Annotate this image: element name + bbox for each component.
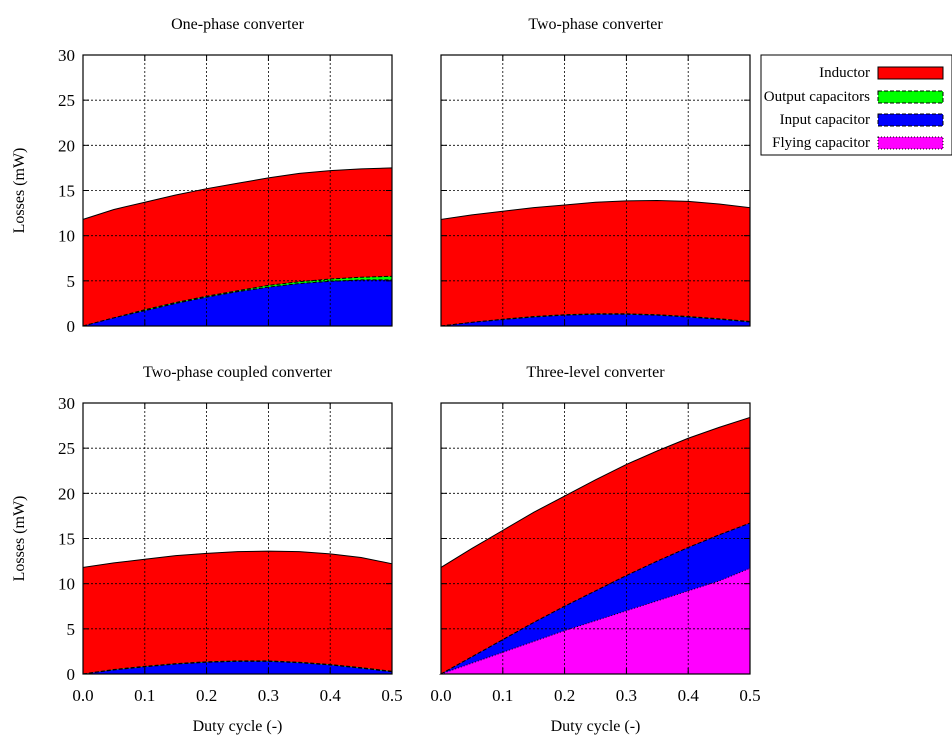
x-tick-label: 0.4 <box>320 686 342 705</box>
x-tick-label: 0.3 <box>258 686 279 705</box>
x-tick-label: 0.5 <box>381 686 402 705</box>
y-tick-label: 0 <box>67 665 76 684</box>
panel-1: 0 5 10 15 20 25 30 One-phase converter Losses (m… <box>11 16 393 336</box>
x-tick-label: 0.1 <box>492 686 513 705</box>
x-tick-label: 0.0 <box>430 686 451 705</box>
y-tick-label: 0 <box>67 317 76 336</box>
panel-title: Two-phase coupled converter <box>143 364 333 381</box>
y-tick-label: 10 <box>58 575 75 594</box>
y-tick-label: 15 <box>58 182 75 201</box>
area-input-capacitor <box>82 660 393 675</box>
y-tick-label: 20 <box>58 484 75 503</box>
area-inductor <box>440 199 751 327</box>
legend-label-output-capacitors: Output capacitors <box>764 89 870 105</box>
area-inductor <box>82 550 393 675</box>
legend-swatch-input-capacitor <box>877 113 944 127</box>
x-tick-label: 0.1 <box>134 686 155 705</box>
legend-label-flying-capacitor: Flying capacitor <box>772 135 870 151</box>
panel-title: Three-level converter <box>526 364 665 381</box>
y-tick-label: 15 <box>58 530 75 549</box>
y-tick-label: 5 <box>67 272 76 291</box>
legend-swatch-flying-capacitor <box>877 136 944 150</box>
y-tick-label: 10 <box>58 227 75 246</box>
legend-label-input-capacitor: Input capacitor <box>780 112 870 128</box>
x-tick-label: 0.5 <box>739 686 760 705</box>
legend-label-inductor: Inductor <box>819 65 870 81</box>
y-axis-label: Losses (mW) <box>11 496 28 582</box>
panel-title: One-phase converter <box>171 16 304 33</box>
x-axis-label: Duty cycle (-) <box>551 718 641 735</box>
y-tick-label: 30 <box>58 394 75 413</box>
y-tick-label: 25 <box>58 439 75 458</box>
panel-title: Two-phase converter <box>528 16 663 33</box>
x-tick-label: 0.0 <box>72 686 93 705</box>
legend-swatch-inductor <box>877 66 944 80</box>
x-axis-label: Duty cycle (-) <box>193 718 283 735</box>
y-tick-label: 25 <box>58 91 75 110</box>
panel-4: 0.0 0.1 0.2 0.3 0.4 0.5 Three-level converter D… <box>430 364 760 735</box>
panel-3: 0 5 10 15 20 25 30 0.0 0.1 0.2 0.3 0.4 0.5 Two-phase … <box>11 364 403 735</box>
x-tick-label: 0.4 <box>678 686 700 705</box>
y-tick-label: 20 <box>58 136 75 155</box>
y-tick-label: 30 <box>58 46 75 65</box>
x-tick-label: 0.3 <box>616 686 637 705</box>
legend-swatch-output-capacitors <box>877 90 944 104</box>
area-flying-capacitor <box>440 567 751 675</box>
x-tick-label: 0.2 <box>554 686 575 705</box>
legend: Inductor Output capacitors Input capacit… <box>760 54 952 156</box>
y-tick-label: 5 <box>67 620 76 639</box>
x-tick-label: 0.2 <box>196 686 217 705</box>
panel-2: Two-phase converter <box>440 16 751 327</box>
y-axis-label: Losses (mW) <box>11 148 28 234</box>
